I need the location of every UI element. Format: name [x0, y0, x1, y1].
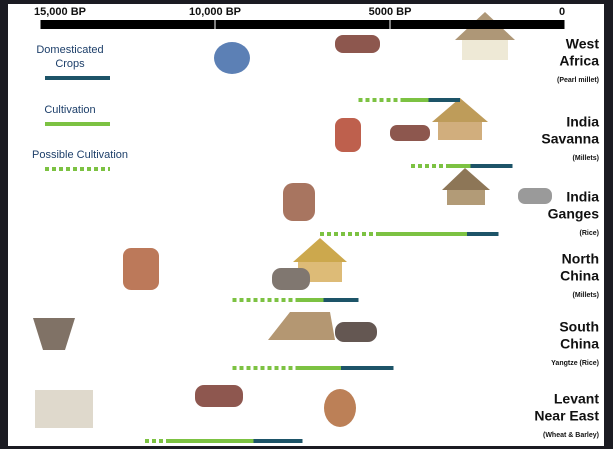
panel: [8, 4, 604, 446]
region-label: China: [560, 336, 599, 352]
region-label: West: [566, 36, 600, 52]
x-tick-label: 5000 BP: [369, 6, 412, 18]
crop-label: Yangtze (Rice): [551, 360, 599, 367]
time-axis: [40, 20, 565, 29]
region-label: South: [559, 319, 599, 335]
region-label: Near East: [534, 408, 599, 424]
crop-label: (Millets): [573, 292, 599, 299]
x-tick-label: 10,000 BP: [189, 6, 241, 18]
legend-label: Crops: [55, 58, 85, 70]
region-label: Levant: [554, 391, 599, 407]
crop-label: (Rice): [580, 230, 599, 237]
crop-label: (Millets): [573, 155, 599, 162]
legend-label: Possible Cultivation: [32, 149, 128, 161]
legend-label: Domesticated: [36, 44, 103, 56]
x-tick-label: 0: [559, 6, 565, 18]
region-label: China: [560, 268, 599, 284]
crop-label: (Pearl millet): [557, 77, 599, 84]
region-label: India: [566, 189, 599, 205]
region-label: North: [562, 251, 599, 267]
x-tick-label: 15,000 BP: [34, 6, 86, 18]
region-label: Ganges: [548, 206, 600, 222]
region-label: Savanna: [541, 131, 599, 147]
crop-label: (Wheat & Barley): [543, 432, 599, 439]
legend-label: Cultivation: [44, 104, 95, 116]
chart: 15,000 BP 10,000 BP 5000 BP 0 Domesticated Cr…: [0, 0, 613, 449]
region-label: Africa: [559, 53, 599, 69]
region-label: India: [566, 114, 599, 130]
